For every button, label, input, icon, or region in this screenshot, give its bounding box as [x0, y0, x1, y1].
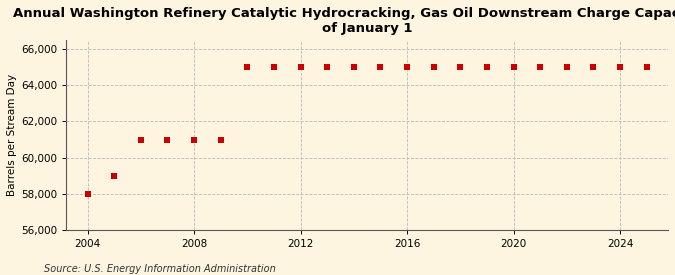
Point: [348, 65, 359, 70]
Point: [162, 137, 173, 142]
Point: [109, 174, 119, 178]
Point: [562, 65, 572, 70]
Point: [455, 65, 466, 70]
Y-axis label: Barrels per Stream Day: Barrels per Stream Day: [7, 74, 17, 196]
Text: Source: U.S. Energy Information Administration: Source: U.S. Energy Information Administ…: [44, 264, 275, 274]
Point: [322, 65, 333, 70]
Title: Annual Washington Refinery Catalytic Hydrocracking, Gas Oil Downstream Charge Ca: Annual Washington Refinery Catalytic Hyd…: [14, 7, 675, 35]
Point: [429, 65, 439, 70]
Point: [402, 65, 412, 70]
Point: [295, 65, 306, 70]
Point: [215, 137, 226, 142]
Point: [242, 65, 252, 70]
Point: [375, 65, 386, 70]
Point: [189, 137, 200, 142]
Point: [535, 65, 545, 70]
Point: [269, 65, 279, 70]
Point: [641, 65, 652, 70]
Point: [588, 65, 599, 70]
Point: [615, 65, 626, 70]
Point: [136, 137, 146, 142]
Point: [481, 65, 492, 70]
Point: [508, 65, 519, 70]
Point: [82, 191, 93, 196]
